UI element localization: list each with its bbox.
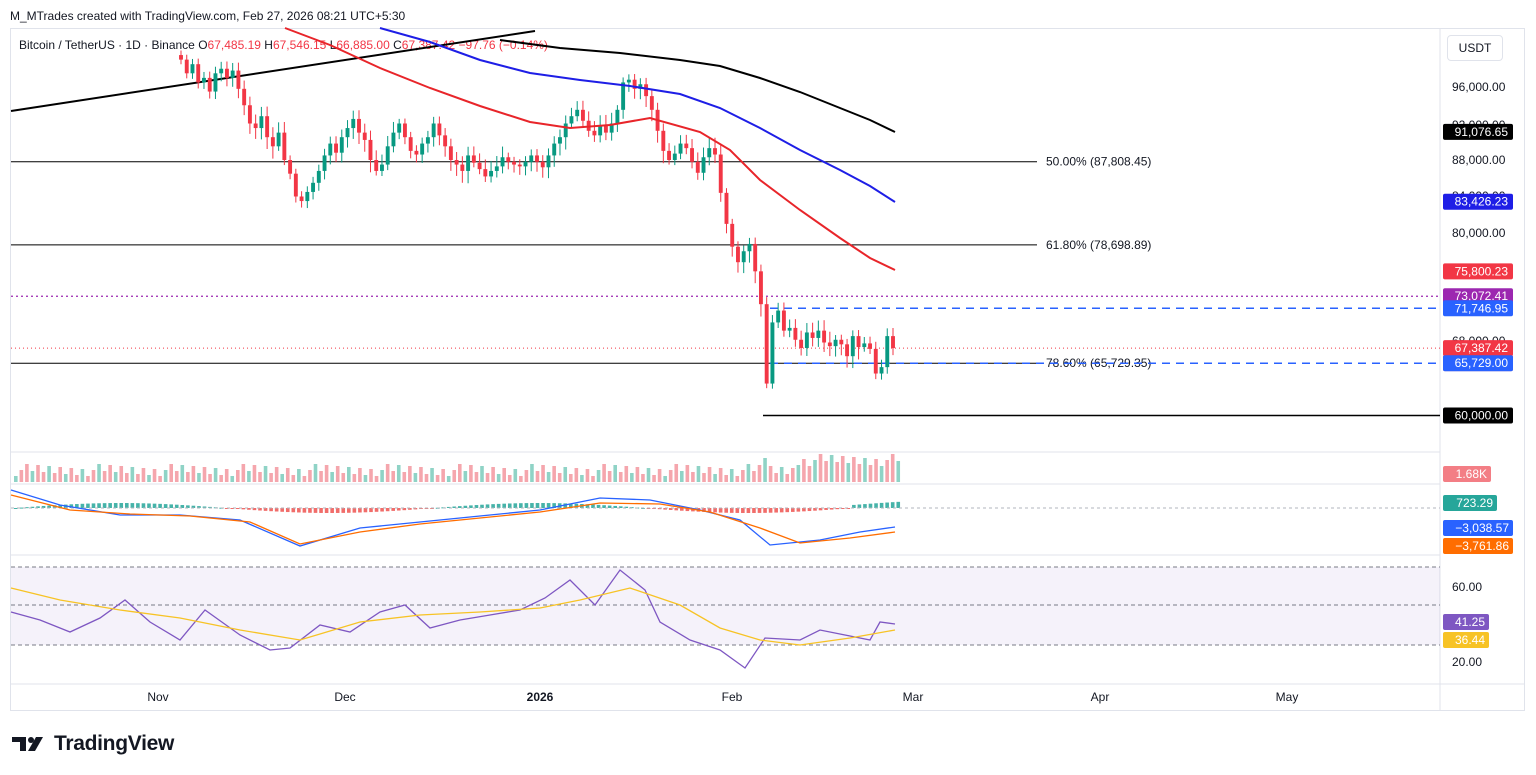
symbol-title[interactable]: Bitcoin / TetherUS · 1D · Binance <box>19 38 195 52</box>
close-value: 67,387.42 <box>401 38 456 52</box>
tradingview-logo-icon <box>12 737 43 751</box>
brand-name: TradingView <box>54 732 175 755</box>
high-label: H <box>264 38 273 52</box>
author-line: M_MTrades created with TradingView.com, … <box>10 9 406 23</box>
ohlc-legend: Bitcoin / TetherUS · 1D · Binance O67,48… <box>19 38 548 52</box>
open-value: 67,485.19 <box>207 38 261 52</box>
low-value: 66,885.00 <box>336 38 390 52</box>
currency-button[interactable]: USDT <box>1447 35 1503 61</box>
tradingview-logo[interactable]: TradingView <box>12 732 174 756</box>
high-value: 67,546.15 <box>272 38 327 52</box>
chart-frame <box>10 28 1525 711</box>
open-label: O <box>198 38 208 52</box>
change-value: −97.76 (−0.14%) <box>458 38 548 52</box>
close-label: C <box>393 38 402 52</box>
